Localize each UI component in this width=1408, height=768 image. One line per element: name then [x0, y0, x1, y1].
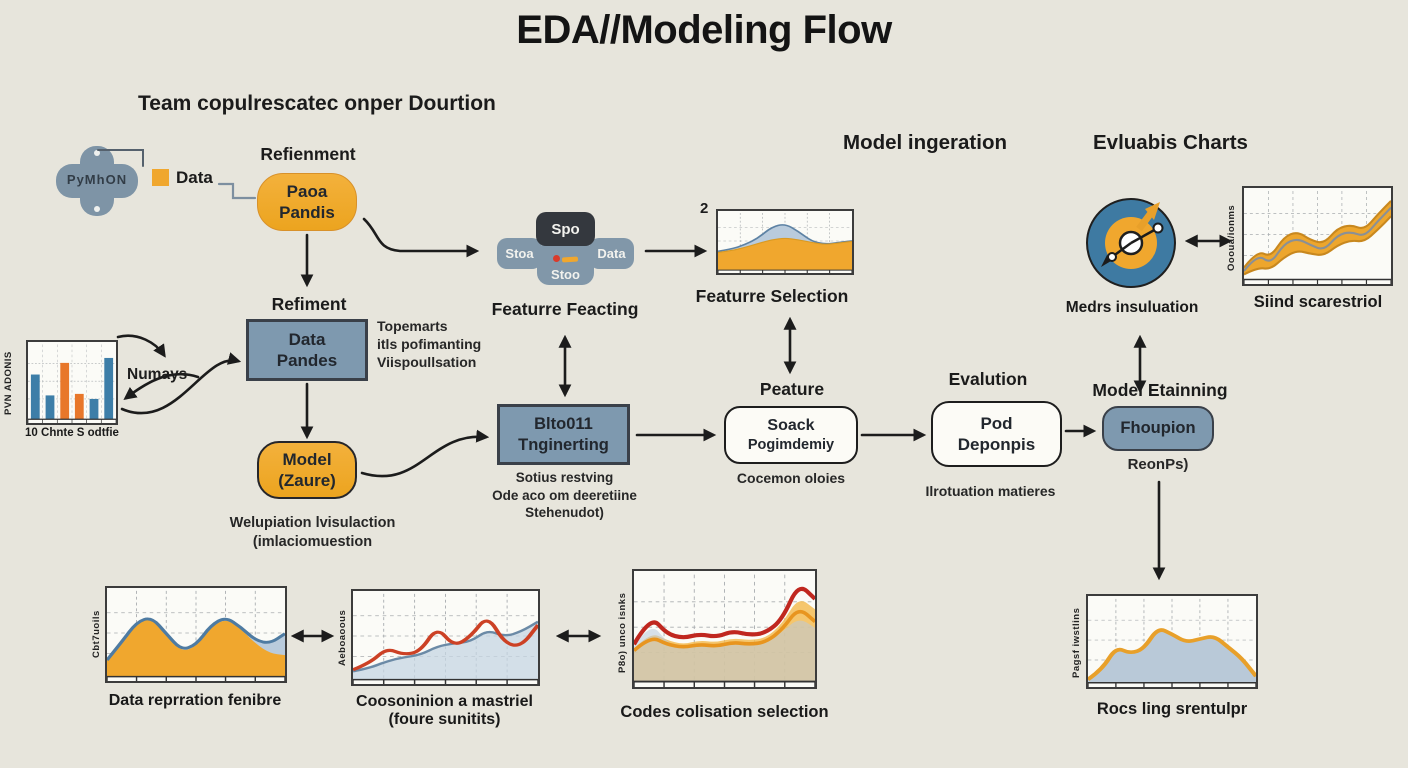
b3-ylabel: P8o) unco isnks: [617, 592, 628, 673]
soack-line2: Pogimdemiy: [747, 436, 835, 453]
orange-dash-icon: [561, 256, 579, 263]
page-title: EDA//Modeling Flow: [516, 8, 892, 52]
model-line1: Model: [282, 449, 332, 469]
pod-line2: Deponpis: [957, 435, 1036, 454]
pod-note: Ilrotuation matieres: [925, 483, 1056, 499]
pod-node: Pod Deponpis: [931, 401, 1062, 467]
b1-ylabel: Cbt7uoils: [91, 610, 102, 659]
pandes-line1: Data: [288, 329, 326, 349]
feacting-right-label: Data: [597, 246, 626, 261]
fhoupion-note: ReonPs): [1127, 456, 1189, 473]
b2-caption: Coosoninion a mastriel (foure sunitits): [342, 693, 547, 729]
feacting-left-pill: Stoa: [497, 238, 542, 269]
b3-caption: Codes colisation selection: [620, 703, 829, 721]
blto-note: Sotius restving Ode aco om deeretiine St…: [462, 469, 667, 522]
python-logo-dot: [94, 150, 100, 156]
feacting-bottom-pill: Stoo: [537, 243, 594, 285]
slind-ylabel: Oooua/ionms: [1226, 204, 1237, 272]
slind-caption: Siind scarestriol: [1253, 293, 1383, 311]
feacting-right-pill: Data: [589, 238, 634, 269]
data-legend-swatch: [152, 169, 169, 186]
model-note-line2: (imlaciomuestion: [252, 533, 373, 550]
pandes-note-line1: Topemarts: [377, 318, 448, 334]
paoa-line1: Paoa: [286, 181, 328, 201]
pod-line1: Pod: [980, 413, 1013, 433]
line-data-elbow: [217, 182, 257, 200]
pandes-note-line2: itls pofimanting: [377, 336, 482, 353]
refienment-heading: Refienment: [260, 144, 356, 164]
feacting-left-label: Stoa: [505, 246, 534, 261]
b4-ylabel: Pagsf iwstlins: [1071, 607, 1082, 678]
fhoupion-node: Fhoupion: [1102, 406, 1214, 451]
bar-chart-caption: 10 Chnte S odtfie: [25, 427, 119, 439]
slind-chart: [1242, 186, 1393, 286]
b4-chart: [1086, 594, 1258, 689]
b3-chart: [632, 569, 817, 689]
paoa-pandis-node: Paoa Pandis: [257, 173, 357, 231]
feacting-marks: [537, 249, 594, 267]
feacting-bottom-label: Stoo: [551, 267, 580, 282]
arrow-bars-out: [116, 334, 166, 358]
b2-ylabel: Aeboaoous: [337, 609, 348, 666]
peature-heading: Peature: [759, 379, 825, 399]
b2-caption-line1: Coosoninion a mastriel: [356, 693, 533, 710]
data-legend-label: Data: [176, 168, 213, 187]
b1-chart: [105, 586, 287, 683]
pandes-line2: Pandes: [276, 351, 338, 370]
model-ingeration-heading: Model ingeration: [843, 131, 1007, 154]
feature-selection-chart: [716, 209, 854, 275]
soack-node: Soack Pogimdemiy: [724, 406, 858, 464]
model-note-line1: Welupiation lvisulaction: [229, 515, 396, 531]
selection-caption: Featurre Selection: [695, 286, 849, 306]
bar-chart: [26, 340, 118, 425]
evalution-heading: Evalution: [948, 369, 1028, 389]
bar-chart-ylabel: PVN ADONIS: [3, 351, 14, 415]
feacting-top-label: Spo: [551, 220, 580, 238]
refiment-heading: Refiment: [271, 294, 347, 314]
blto-note-line2: Ode aco om deeretiine: [492, 487, 637, 503]
python-logo-label: PyMhON: [66, 172, 128, 187]
model-zaure-node: Model (Zaure): [257, 441, 357, 499]
blto-node: Blto011 Tnginerting: [497, 404, 630, 465]
subtitle: Team copulrescatec onper Dourtion: [138, 92, 496, 115]
b4-caption: Rocs ling srentulpr: [1096, 700, 1248, 718]
pandes-side-note: Topemarts itls pofimanting Viispoullsati…: [377, 317, 512, 372]
evluabis-heading: Evluabis Charts: [1093, 131, 1248, 154]
etainning-heading: Model Etainning: [1092, 380, 1228, 400]
model-note: Welupiation lvisulaction (imlaciomuestio…: [205, 514, 420, 552]
model-donut-icon: [1086, 198, 1176, 288]
b2-chart: [351, 589, 540, 686]
soack-note: Cocemon oloies: [736, 470, 846, 486]
blto-note-line3: Stehenudot): [525, 505, 604, 521]
feacting-caption: Featurre Feacting: [491, 299, 639, 319]
python-logo-icon: PyMhON: [56, 146, 138, 216]
selection-corner-label: 2: [700, 200, 709, 217]
soack-line1: Soack: [767, 416, 815, 434]
data-pandes-node: Data Pandes: [246, 319, 368, 381]
numays-label: Numays: [127, 366, 188, 383]
b2-caption-line2: (foure sunitits): [388, 711, 501, 728]
arrow-paoa-to-feacting: [362, 217, 480, 258]
feacting-top-pill: Spo: [536, 212, 595, 246]
blto-line1: Blto011: [534, 414, 593, 433]
python-logo-dot: [94, 206, 100, 212]
red-dot-icon: [553, 255, 560, 262]
b1-caption: Data reprration fenibre: [108, 692, 282, 709]
model-line2: (Zaure): [278, 471, 336, 490]
blto-line2: Tnginerting: [518, 435, 609, 454]
medrs-caption: Medrs insuluation: [1065, 299, 1199, 316]
paoa-line2: Pandis: [279, 203, 335, 222]
pandes-note-line3: Viispoullsation: [377, 354, 477, 371]
fhoupion-label: Fhoupion: [1120, 419, 1196, 438]
blto-note-line1: Sotius restving: [515, 470, 614, 485]
